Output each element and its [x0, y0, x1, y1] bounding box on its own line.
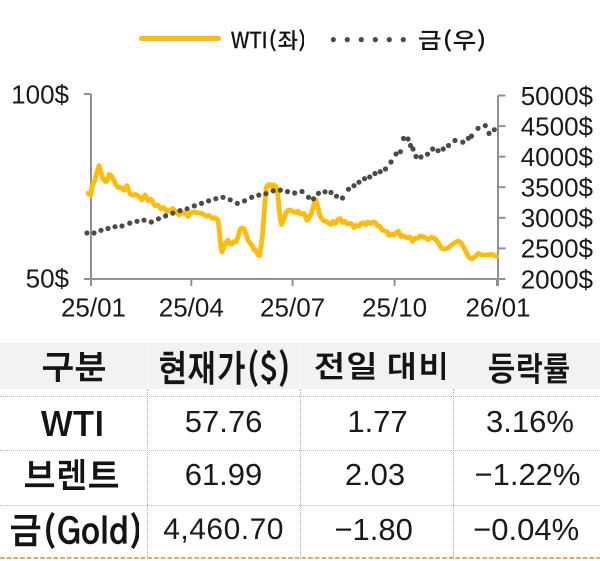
svg-text:2000$: 2000$	[521, 264, 594, 294]
svg-text:4500$: 4500$	[521, 111, 594, 141]
svg-text:25/04: 25/04	[159, 293, 224, 323]
svg-text:2500$: 2500$	[521, 234, 594, 264]
svg-text:100$: 100$	[11, 79, 69, 109]
svg-text:25/01: 25/01	[61, 293, 126, 323]
svg-text:3500$: 3500$	[521, 173, 594, 203]
svg-text:5000$: 5000$	[521, 81, 594, 111]
svg-text:25/10: 25/10	[362, 293, 427, 323]
svg-text:26/01: 26/01	[465, 293, 530, 323]
svg-text:50$: 50$	[26, 263, 70, 293]
svg-text:25/07: 25/07	[260, 293, 325, 323]
svg-text:3000$: 3000$	[521, 203, 594, 233]
svg-text:4000$: 4000$	[521, 142, 594, 172]
